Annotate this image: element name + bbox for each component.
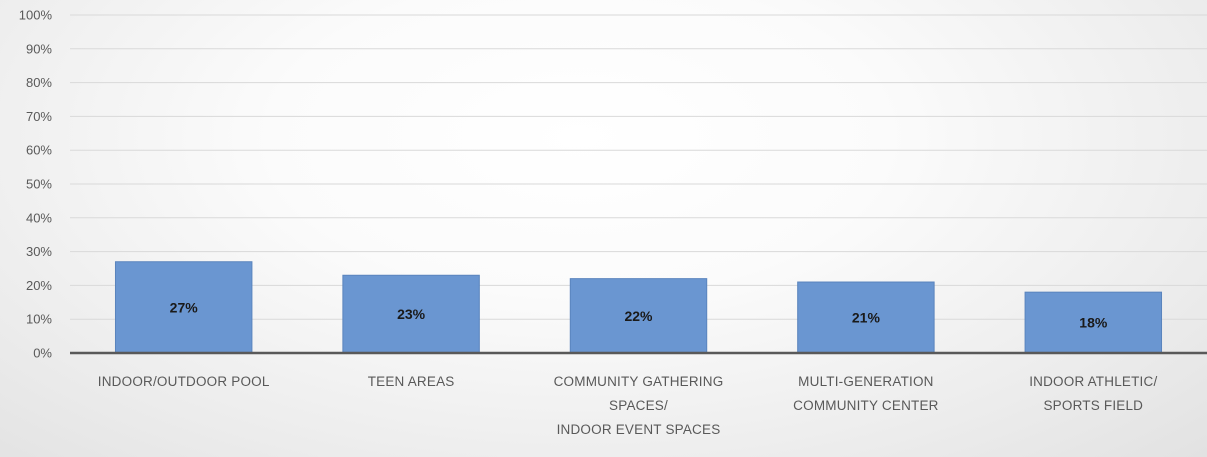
data-label: 18% <box>1079 315 1108 331</box>
y-tick-label: 10% <box>26 312 52 327</box>
y-tick-label: 60% <box>26 143 52 158</box>
x-category-label: COMMUNITY GATHERING <box>554 374 724 389</box>
y-tick-label: 30% <box>26 244 52 259</box>
y-tick-label: 90% <box>26 41 52 56</box>
data-label: 22% <box>624 308 653 324</box>
x-category-label: SPACES/ <box>609 398 668 413</box>
bar-2 <box>342 274 480 354</box>
y-tick-label: 50% <box>26 177 52 192</box>
data-label: 21% <box>852 310 881 326</box>
x-category-label: MULTI-GENERATION <box>798 374 933 389</box>
x-category-label: INDOOR EVENT SPACES <box>557 422 721 437</box>
x-category-label: INDOOR ATHLETIC/ <box>1029 374 1157 389</box>
x-category-label: COMMUNITY CENTER <box>793 398 939 413</box>
data-label: 27% <box>170 299 199 315</box>
y-tick-label: 80% <box>26 75 52 90</box>
x-category-label: TEEN AREAS <box>368 374 455 389</box>
bar-1 <box>114 261 253 354</box>
y-tick-label: 100% <box>19 8 53 23</box>
y-tick-label: 0% <box>33 346 52 361</box>
y-tick-label: 20% <box>26 278 52 293</box>
y-tick-label: 40% <box>26 210 52 225</box>
data-label: 23% <box>397 306 426 322</box>
bar-5 <box>1024 291 1163 354</box>
y-tick-label: 70% <box>26 109 52 124</box>
x-category-label: SPORTS FIELD <box>1043 398 1143 413</box>
x-category-label: INDOOR/OUTDOOR POOL <box>98 374 270 389</box>
bar-4 <box>797 281 935 354</box>
